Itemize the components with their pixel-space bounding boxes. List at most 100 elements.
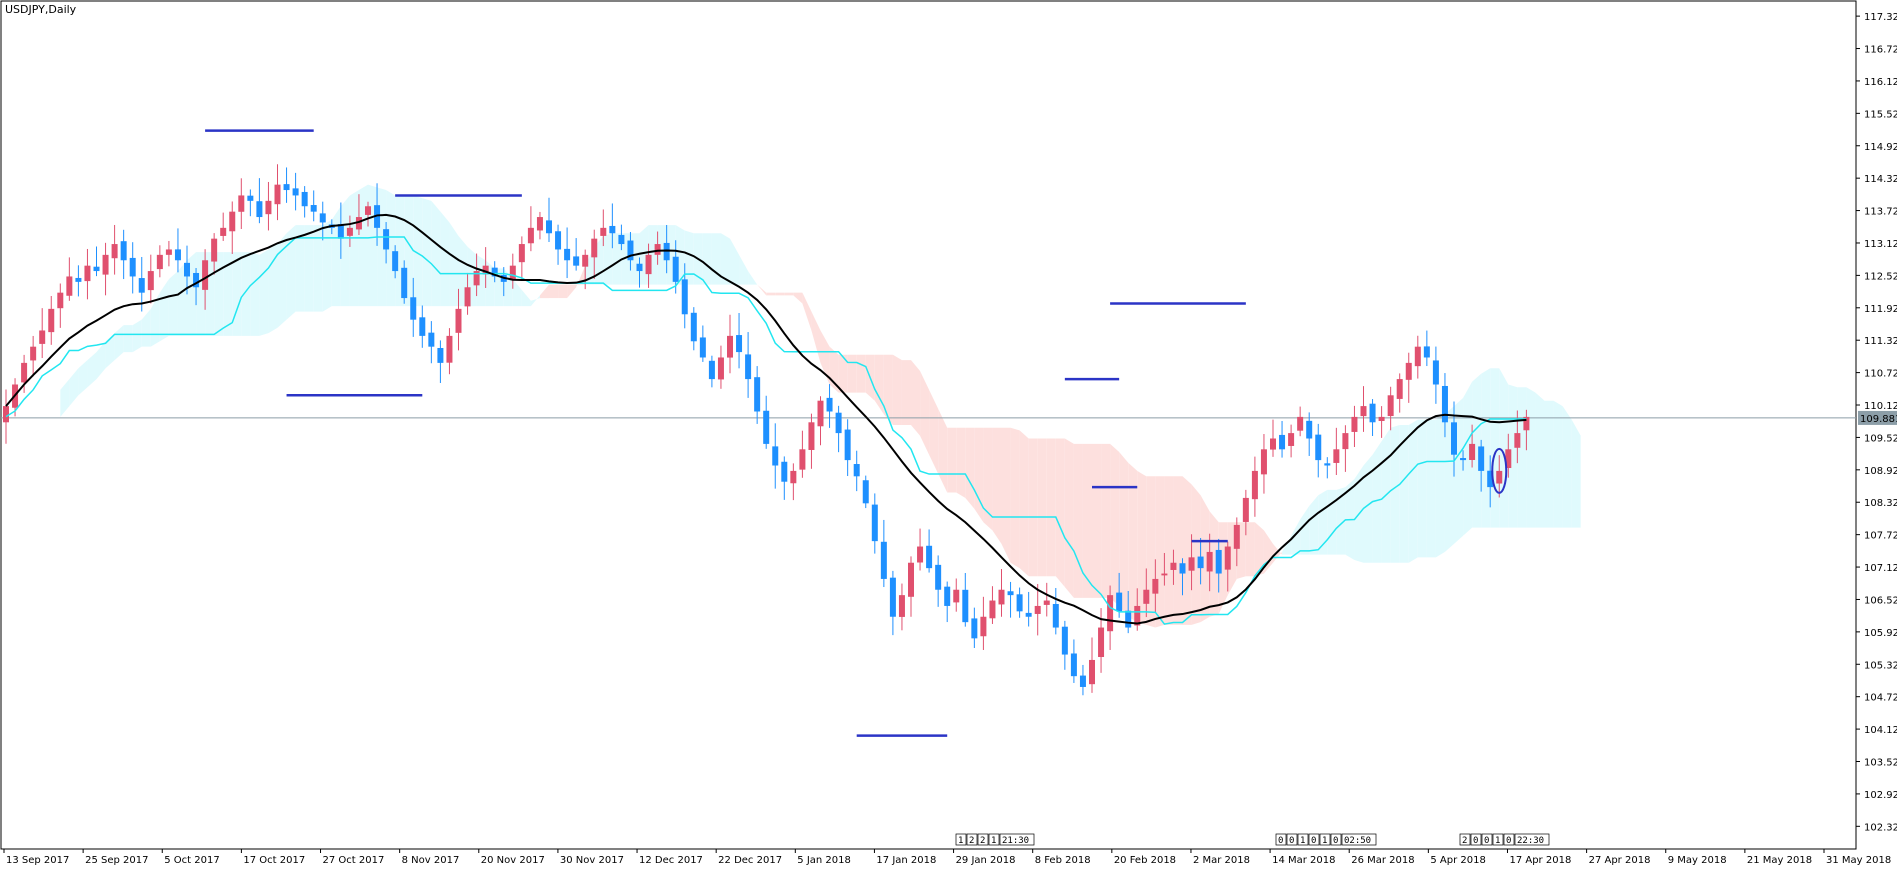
candle-body <box>1089 659 1095 685</box>
candle-body <box>880 541 887 579</box>
candle-body <box>717 357 724 380</box>
candle-body <box>301 191 308 207</box>
cloud-segment <box>838 354 848 393</box>
cloud-segment <box>413 195 423 307</box>
candle-body <box>763 410 770 444</box>
cloud-segment <box>1571 419 1581 528</box>
candle-body <box>1451 422 1457 455</box>
candle-body <box>374 205 381 228</box>
candle-body <box>790 470 797 484</box>
cloud-segment <box>1254 522 1264 577</box>
candle-body <box>681 279 688 315</box>
candle-body <box>193 272 200 288</box>
time-box-label: 0 <box>1473 836 1478 846</box>
candle-body <box>1432 360 1439 385</box>
cloud-segment <box>1300 506 1310 555</box>
cloud-segment <box>911 360 921 436</box>
time-tick-label: 27 Apr 2018 <box>1589 855 1651 866</box>
cloud-segment <box>920 370 930 455</box>
cloud-segment <box>549 284 559 299</box>
price-tick-label: 114.920 <box>1864 142 1897 153</box>
candle-body <box>491 267 498 277</box>
cloud-segment <box>1218 522 1228 615</box>
cloud-segment <box>739 254 749 285</box>
cloud-segment <box>702 233 712 285</box>
cloud-segment <box>1128 462 1138 623</box>
cloud-segment <box>1073 443 1083 598</box>
cloud-segment <box>1517 387 1527 528</box>
cloud-segment <box>123 325 133 353</box>
time-box <box>955 833 967 846</box>
time-box <box>1286 833 1298 846</box>
cloud-segment <box>1426 419 1436 558</box>
candle-body <box>564 248 571 261</box>
cloud-segment <box>449 222 459 307</box>
candle-body <box>754 377 761 412</box>
candle-body <box>147 271 154 291</box>
cloud-segment <box>250 252 260 336</box>
candle-body <box>935 564 942 590</box>
cloud-segment <box>304 225 314 312</box>
candle-body <box>446 335 453 363</box>
candle-body <box>1070 653 1077 677</box>
candle-body <box>310 205 317 212</box>
cloud-segment <box>730 238 740 285</box>
cloud-segment <box>358 184 368 307</box>
time-box <box>1319 833 1331 846</box>
candle-body <box>1414 346 1421 367</box>
candle-body <box>1423 346 1430 358</box>
candle-body <box>1496 470 1503 484</box>
ichimoku-cloud <box>60 184 1581 628</box>
candle-body <box>1514 433 1521 448</box>
time-axis: 13 Sep 2017 25 Sep 2017 5 Oct 2017 17 Oct 2… <box>3 849 1891 866</box>
cloud-segment <box>1363 454 1373 563</box>
candle-body <box>609 225 616 234</box>
candle-body <box>292 188 299 196</box>
cloud-segment <box>1055 438 1065 588</box>
cloud-segment <box>331 206 341 307</box>
candle-body <box>826 397 833 412</box>
time-tick-label: 8 Feb 2018 <box>1035 855 1091 866</box>
candle-body <box>799 449 806 470</box>
price-tick-label: 116.120 <box>1864 77 1897 88</box>
cloud-segment <box>96 341 106 380</box>
cloud-segment <box>1336 487 1346 555</box>
candle-body <box>57 292 64 309</box>
candle-body <box>573 256 580 266</box>
candle-body <box>1378 416 1385 421</box>
candle-body <box>1125 610 1132 628</box>
cloud-segment <box>1001 427 1011 563</box>
candle-body <box>944 586 951 606</box>
candle-body <box>536 217 543 231</box>
cloud-segment <box>874 354 884 415</box>
cloud-segment <box>938 408 948 493</box>
cloud-segment <box>956 427 966 498</box>
cloud-segment <box>784 292 794 296</box>
candle-body <box>419 317 426 336</box>
candle-body <box>1161 573 1168 576</box>
candle-body <box>174 249 181 261</box>
candle-body <box>1007 591 1014 596</box>
candle-body <box>1215 549 1222 574</box>
cloud-segment <box>965 427 975 509</box>
candle-body <box>455 308 462 333</box>
candle-body <box>319 213 326 223</box>
candle-body <box>1279 434 1286 450</box>
time-box-label: 2 <box>980 836 985 846</box>
cloud-segment <box>775 292 785 296</box>
cloud-segment <box>313 225 323 312</box>
chart-title: USDJPY,Daily <box>5 3 77 16</box>
time-box <box>1308 833 1320 846</box>
time-box <box>1503 833 1515 846</box>
time-tick-label: 9 May 2018 <box>1668 855 1727 866</box>
candle-body <box>156 254 163 270</box>
candle-body <box>1297 416 1304 431</box>
time-box-label: 1 <box>958 836 963 846</box>
time-tick-label: 17 Apr 2018 <box>1509 855 1571 866</box>
cloud-segment <box>340 195 350 307</box>
candle-body <box>1242 497 1249 522</box>
candle-body <box>1025 612 1032 617</box>
cloud-segment <box>847 354 857 393</box>
candle-body <box>781 461 788 482</box>
